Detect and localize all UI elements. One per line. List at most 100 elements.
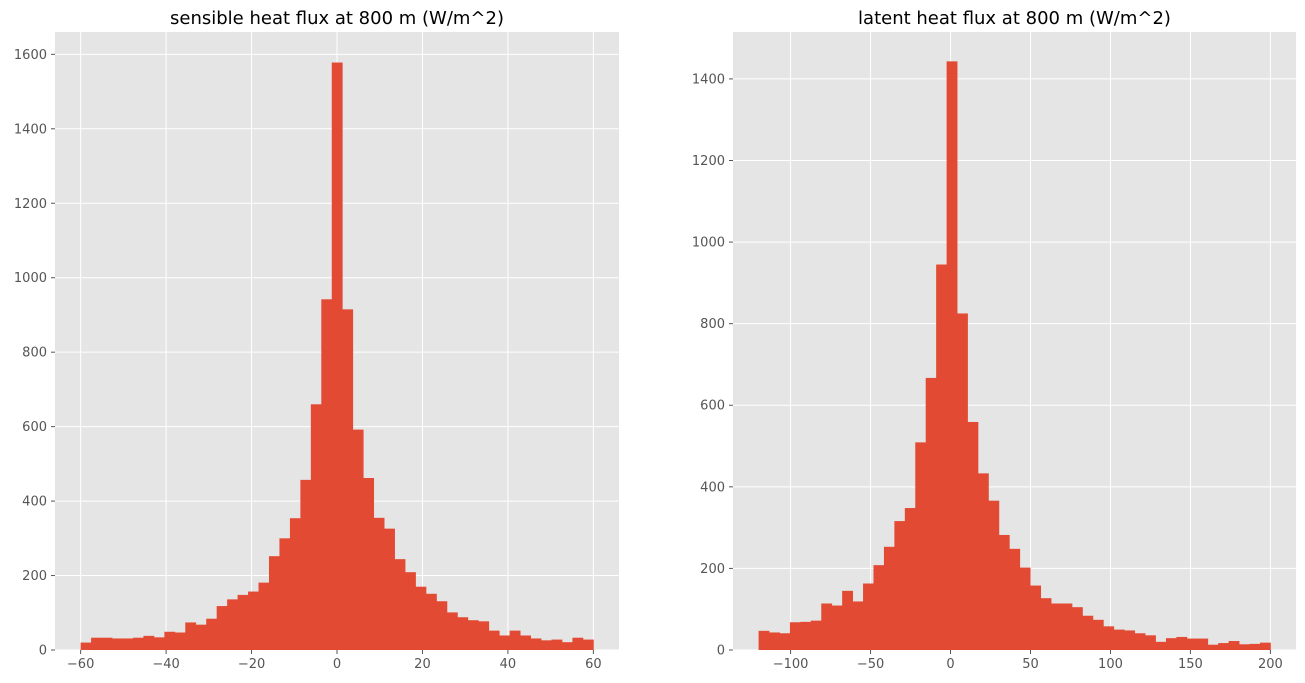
histogram-bar [363, 478, 375, 650]
histogram-bar [988, 500, 1000, 650]
histogram-bar [300, 479, 312, 650]
histogram-bar [831, 605, 843, 650]
histogram-bar [842, 590, 853, 650]
x-tick-label: 50 [1022, 657, 1039, 672]
histogram-bar [268, 556, 280, 650]
histogram-bar [1145, 635, 1156, 650]
histogram-bars [80, 62, 594, 650]
x-tick-label: 200 [1258, 657, 1283, 672]
y-tick-label: 1600 [14, 48, 47, 63]
histogram-bar [467, 620, 479, 650]
y-tick-label: 1000 [14, 271, 47, 286]
x-tick-label: 40 [500, 657, 517, 672]
histogram-bar [310, 404, 322, 650]
histogram-bar [342, 309, 354, 650]
histogram-bar [582, 639, 594, 650]
histogram-bar [80, 642, 92, 650]
y-tick-label: 1200 [14, 197, 47, 212]
histogram-bar [1113, 629, 1125, 650]
histogram-bar [91, 637, 102, 650]
y-tick-label: 0 [717, 644, 725, 659]
y-tick-label: 1200 [692, 154, 725, 169]
histogram-bar [436, 601, 448, 650]
histogram-bar [258, 582, 270, 650]
histogram-bar [112, 638, 123, 650]
y-tick-label: 400 [700, 480, 725, 495]
histogram-bar [1239, 644, 1250, 650]
histogram-bar [1134, 633, 1146, 650]
histogram-bar [894, 521, 906, 650]
histogram-bar [279, 538, 291, 650]
x-tick-label: −100 [773, 657, 809, 672]
histogram-bar [164, 631, 176, 650]
histogram-bar [904, 508, 916, 650]
histogram-bar [1019, 567, 1031, 650]
x-tick-label: −60 [67, 657, 94, 672]
histogram-bar [237, 594, 249, 650]
histogram-bar [873, 565, 885, 650]
histogram-bar [1082, 615, 1094, 650]
histogram-bar [561, 642, 573, 650]
y-tick-label: 400 [22, 495, 47, 510]
histogram-bar [153, 637, 165, 650]
histogram-bar [572, 637, 584, 650]
histogram-bar [1207, 644, 1219, 650]
histogram-bar [1092, 619, 1104, 650]
y-axis-ticks: 0 200 400 600 800 1000 1200 1400 1600 [14, 48, 55, 659]
histogram-bar [957, 313, 968, 650]
y-tick-label: 0 [39, 644, 47, 659]
histogram-bar [289, 518, 301, 650]
x-tick-label: 20 [414, 657, 431, 672]
histogram-bar [352, 429, 364, 650]
histogram-bar [216, 606, 228, 650]
histogram-bar [206, 618, 218, 650]
histogram-bar [800, 621, 812, 650]
histogram-bar [1009, 548, 1021, 650]
histogram-bar [132, 637, 144, 650]
histogram-bar [789, 622, 801, 650]
x-axis-ticks: −60 −40 −20 0 20 40 60 [67, 650, 602, 672]
histogram-bar [1040, 598, 1052, 650]
histogram-bar [551, 639, 563, 650]
x-tick-label: 60 [585, 657, 602, 672]
y-tick-label: 1400 [14, 122, 47, 137]
axes-background [733, 32, 1296, 650]
x-axis-ticks: −100 −50 0 50 100 150 200 [773, 650, 1283, 672]
histogram-bar [530, 638, 542, 650]
chart-title: sensible heat flux at 800 m (W/m^2) [170, 8, 504, 29]
histogram-bar [446, 612, 458, 650]
histogram-bar [1061, 603, 1073, 650]
histogram-bar [779, 633, 791, 650]
chart-title: latent heat flux at 800 m (W/m^2) [858, 8, 1171, 29]
histogram-bar [520, 635, 531, 650]
histogram-bar [331, 62, 343, 650]
y-tick-label: 800 [22, 346, 47, 361]
histogram-bar [1051, 603, 1062, 650]
histogram-bar [394, 559, 406, 650]
histogram-bar [936, 264, 948, 650]
x-tick-label: 0 [333, 657, 341, 672]
histogram-bar [1155, 641, 1167, 650]
y-tick-label: 600 [700, 399, 725, 414]
histogram-bar [101, 637, 113, 650]
histogram-bar [143, 635, 155, 650]
histogram-bar [1165, 638, 1177, 650]
histogram-bar [488, 630, 500, 650]
histogram-bar [185, 622, 197, 650]
histogram-bar [1259, 642, 1271, 650]
y-axis-ticks: 0 200 400 600 800 1000 1200 1400 [692, 72, 733, 659]
histogram-bar [998, 534, 1010, 650]
x-tick-label: 150 [1178, 657, 1203, 672]
gridlines [733, 32, 1296, 651]
x-tick-label: −20 [238, 657, 265, 672]
histogram-bar [321, 299, 333, 650]
histogram-bars [758, 61, 1271, 650]
histogram-bar [1124, 630, 1136, 650]
x-tick-label: 100 [1098, 657, 1123, 672]
histogram-bar [1176, 636, 1188, 650]
x-tick-label: −40 [152, 657, 179, 672]
x-tick-label: −50 [857, 657, 884, 672]
y-tick-label: 800 [700, 317, 725, 332]
y-tick-label: 200 [700, 562, 725, 577]
